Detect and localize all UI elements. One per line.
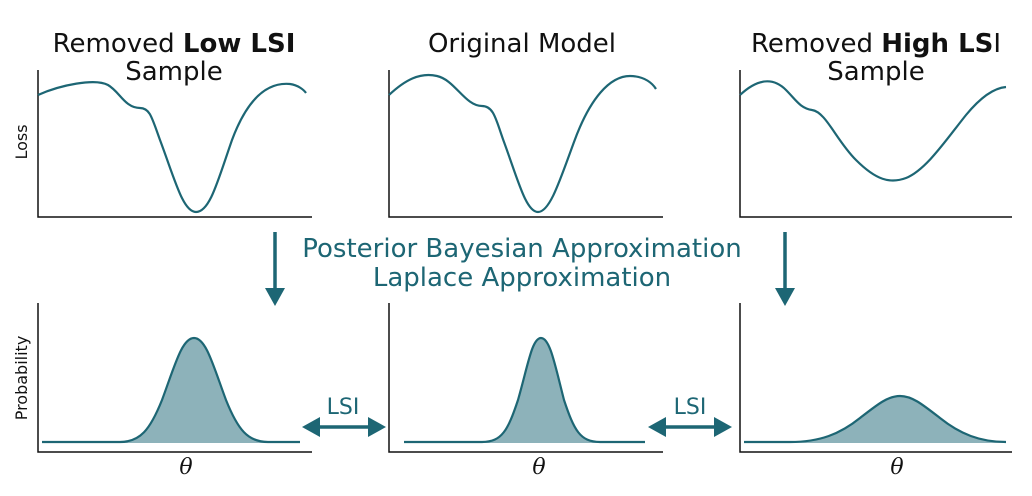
loss-panel-high — [739, 70, 1012, 218]
probability-axis-label: Probability — [12, 336, 31, 421]
prob-fill-low — [42, 338, 300, 443]
theta-label-high: θ — [890, 455, 903, 480]
loss-curve-low — [37, 81, 307, 214]
lsi-label-left: LSI — [327, 395, 360, 420]
center-caption-line2: Laplace Approximation — [373, 263, 671, 293]
prob-fill-high — [744, 396, 1006, 443]
loss-curve-high — [739, 80, 1007, 182]
prob-curve-high — [744, 394, 1007, 444]
prob-panel-orig: θ — [388, 303, 663, 480]
panel-title-high-prefix: Removed — [751, 29, 881, 59]
lsi-arrow-right-head-r — [714, 417, 732, 437]
panel-title-low-bold: Low LSI — [183, 29, 295, 59]
panel-subtitle-low: Sample — [125, 57, 223, 87]
prob-fill-orig — [404, 338, 645, 443]
loss-axes-orig — [388, 70, 663, 218]
panel-title-high-bold: High LS — [881, 29, 993, 59]
lsi-arrow-left: LSI — [302, 395, 386, 437]
prob-axes-low — [37, 303, 312, 453]
lsi-arrow-left-head-l — [302, 417, 320, 437]
loss-panel-orig — [388, 70, 663, 218]
panel-title-high: Removed High LSI — [751, 29, 1001, 59]
prob-axes-high — [739, 303, 1012, 453]
loss-curve-orig — [388, 73, 657, 214]
loss-axes-high — [739, 70, 1012, 218]
down-arrow-right-head — [775, 288, 795, 306]
center-caption-line1: Posterior Bayesian Approximation — [302, 234, 741, 264]
lsi-arrow-right: LSI — [648, 395, 732, 437]
prob-panel-low: θ — [37, 303, 312, 480]
prob-axes-orig — [388, 303, 663, 453]
theta-label-low: θ — [179, 455, 192, 480]
panel-title-low-prefix: Removed — [53, 29, 183, 59]
loss-axes-low — [37, 70, 312, 218]
panel-subtitle-high: Sample — [827, 57, 925, 87]
panel-title-orig-prefix: Original Model — [428, 29, 616, 59]
down-arrow-left-head — [265, 288, 285, 306]
lsi-arrow-right-head-l — [648, 417, 666, 437]
prob-curve-orig — [404, 336, 645, 444]
loss-panel-low — [37, 70, 312, 218]
lsi-label-right: LSI — [674, 395, 707, 420]
theta-label-orig: θ — [532, 455, 545, 480]
lsi-arrow-left-head-r — [368, 417, 386, 437]
prob-curve-low — [42, 336, 300, 444]
prob-panel-high: θ — [739, 303, 1012, 480]
panel-title-orig: Original Model — [428, 29, 616, 59]
panel-title-high-suffix: I — [993, 29, 1001, 59]
loss-axis-label: Loss — [12, 124, 31, 159]
panel-title-low: Removed Low LSI — [53, 29, 296, 59]
